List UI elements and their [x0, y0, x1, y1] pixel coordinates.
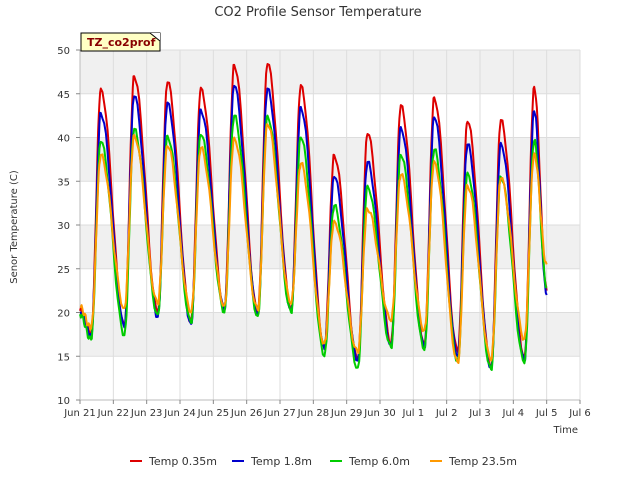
y-tick-label: 20 — [57, 309, 70, 320]
x-tick-label: Jun 25 — [197, 408, 230, 419]
x-tick-label: Jun 26 — [230, 408, 263, 419]
legend-label: Temp 6.0m — [348, 455, 410, 468]
legend-label: Temp 23.5m — [448, 455, 517, 468]
x-axis-label: Time — [553, 425, 578, 436]
x-axis-ticks: Jun 21 Jun 22 Jun 23 Jun 24 Jun 25 Jun 26 Jun … — [63, 400, 591, 419]
annotation-box: TZ_co2prof — [80, 32, 161, 52]
y-axis-ticks: 10 15 20 25 30 35 40 45 50 — [57, 46, 80, 407]
x-tick-label: Jun 27 — [263, 408, 296, 419]
series-line-temp-23-5m — [79, 123, 548, 364]
series-lines — [79, 63, 548, 371]
x-tick-label: Jun 23 — [130, 408, 163, 419]
chart-title: CO2 Profile Sensor Temperature — [214, 5, 421, 20]
x-tick-label: Jul 1 — [402, 408, 425, 419]
y-axis-label: Senor Temperature (C) — [9, 170, 20, 284]
annotation-label: TZ_co2prof — [87, 36, 156, 49]
legend: Temp 0.35m Temp 1.8m Temp 6.0m Temp 23.5m — [130, 455, 517, 468]
x-tick-label: Jul 2 — [435, 408, 458, 419]
x-tick-label: Jun 21 — [63, 408, 96, 419]
y-tick-label: 15 — [57, 352, 70, 363]
y-tick-label: 50 — [57, 46, 70, 57]
y-tick-label: 10 — [57, 396, 70, 407]
x-tick-label: Jun 30 — [363, 408, 396, 419]
y-tick-label: 25 — [57, 265, 70, 276]
legend-label: Temp 0.35m — [148, 455, 217, 468]
y-tick-label: 35 — [57, 177, 70, 188]
x-tick-label: Jun 24 — [163, 408, 196, 419]
x-tick-label: Jul 3 — [468, 408, 491, 419]
x-tick-label: Jul 5 — [535, 408, 558, 419]
x-tick-label: Jun 22 — [97, 408, 130, 419]
plot-band — [80, 312, 580, 357]
x-tick-label: Jun 28 — [297, 408, 330, 419]
x-tick-label: Jun 29 — [330, 408, 363, 419]
x-tick-label: Jul 4 — [502, 408, 525, 419]
legend-label: Temp 1.8m — [250, 455, 312, 468]
x-tick-label: Jul 6 — [568, 408, 591, 419]
y-tick-label: 40 — [57, 134, 70, 145]
y-tick-label: 45 — [57, 90, 70, 101]
y-tick-label: 30 — [57, 221, 70, 232]
plot-band — [80, 50, 580, 94]
